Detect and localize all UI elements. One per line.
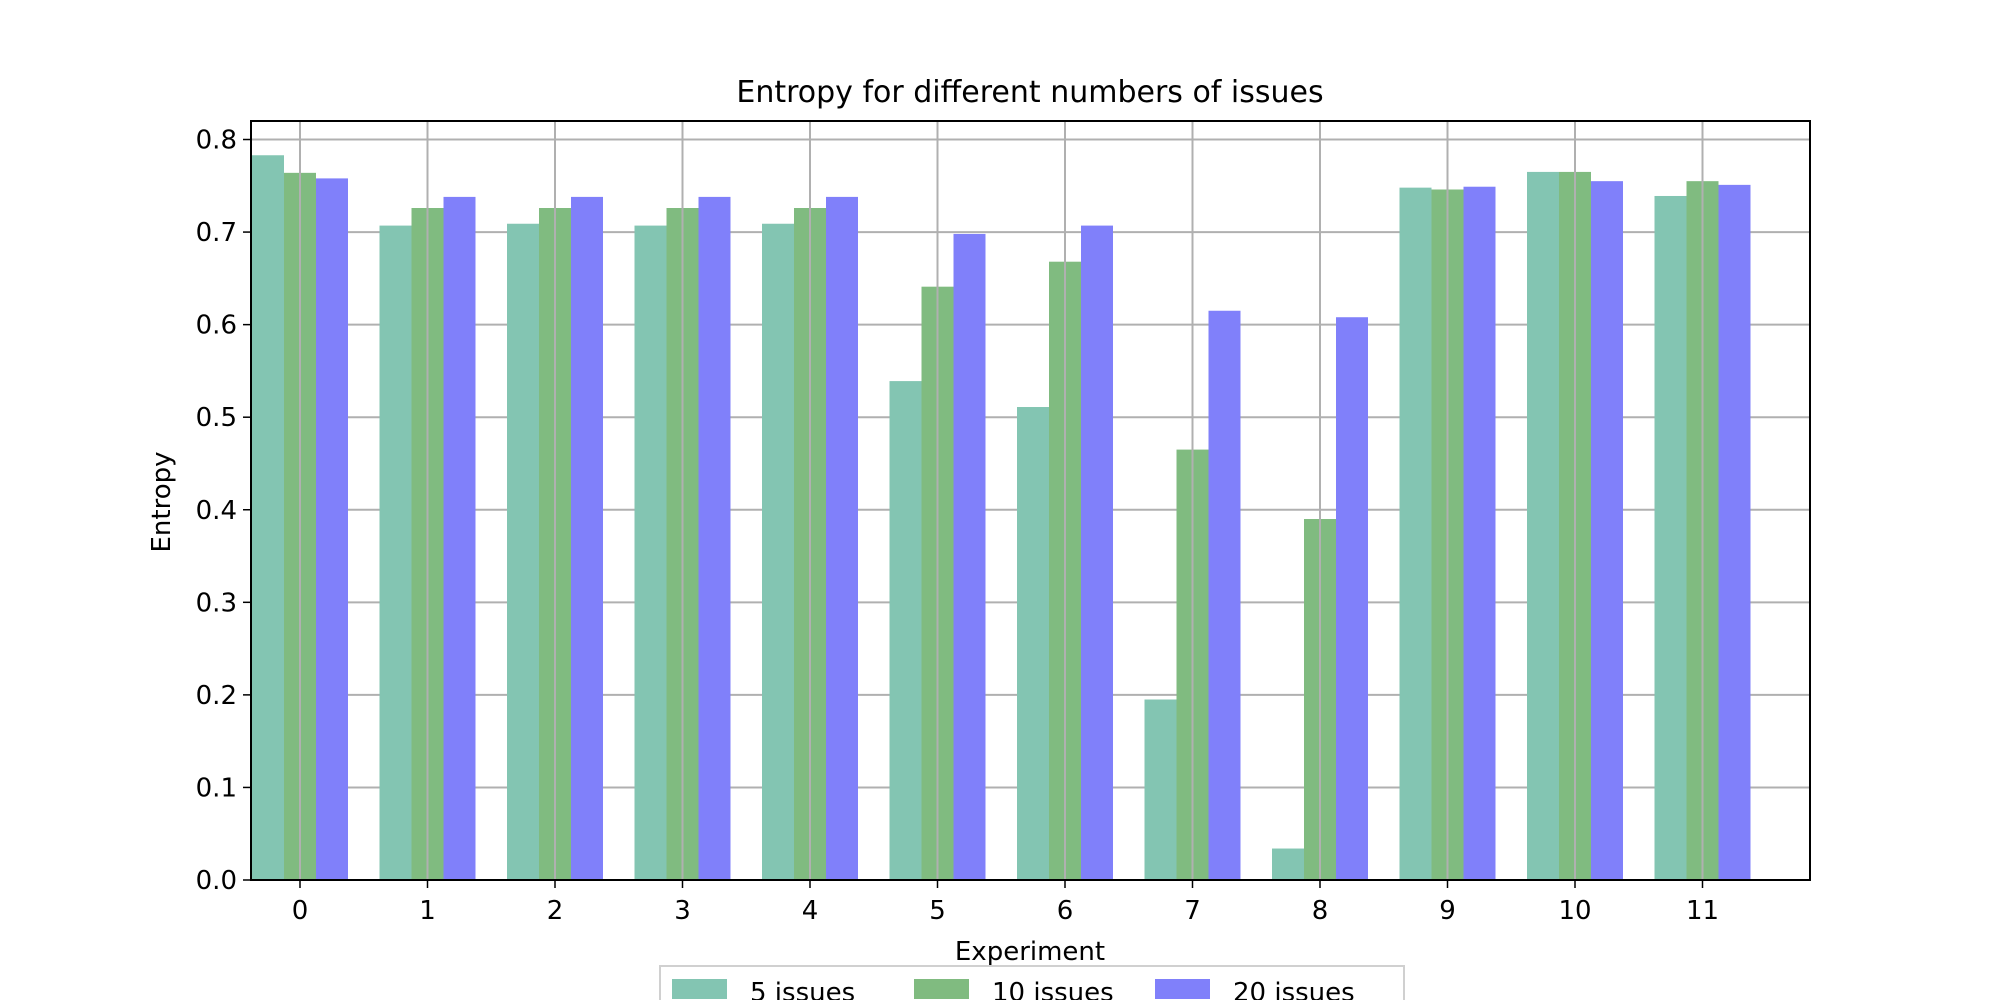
legend-label: 10 issues [992,978,1114,1000]
bar-20-issues-exp-1 [443,196,476,880]
x-tick-label: 0 [292,896,309,926]
legend-box [659,965,1405,1000]
bar-5-issues-exp-2 [507,223,539,880]
bar-5-issues-exp-7 [1144,699,1177,880]
legend: 5 issues 10 issues 20 issues [659,965,1405,1000]
chart-title: Entropy for different numbers of issues [736,75,1323,110]
x-tick-label: 6 [1057,896,1074,926]
y-tick-label: 0.7 [196,218,237,248]
bar-20-issues-exp-3 [698,196,731,880]
y-tick-label: 0.6 [196,311,237,341]
bar-20-issues-exp-10 [1591,181,1623,881]
bar-20-issues-exp-7 [1208,310,1241,880]
bar-5-issues-exp-0 [252,155,284,880]
y-tick-label: 0.0 [196,866,237,896]
bar-5-issues-exp-10 [1527,171,1559,880]
x-tick-label: 5 [929,896,946,926]
x-tick-label: 3 [674,896,691,926]
y-axis-label: Entropy [147,451,177,552]
bar-5-issues-exp-3 [634,225,667,881]
bar-20-issues-exp-6 [1081,225,1113,881]
legend-label: 5 issues [750,978,855,1000]
x-tick-label: 1 [419,896,436,926]
x-tick-label: 9 [1439,896,1456,926]
y-tick-label: 0.1 [196,773,237,803]
axes: 0.0 0.1 0.2 0.3 0.4 0.5 0.6 0.7 0.8 0 1 2 3 4 5 6 7 8 9 10 1… [196,120,1811,926]
bar-20-issues-exp-8 [1336,317,1368,881]
x-tick-label: 8 [1312,896,1329,926]
x-axis-label: Experiment [955,937,1105,967]
bar-5-issues-exp-8 [1272,848,1304,880]
bar-20-issues-exp-11 [1718,184,1751,881]
x-tick-label: 11 [1686,896,1719,926]
y-tick-label: 0.8 [196,126,237,156]
plot-frame [250,120,1811,881]
x-tick-label: 4 [802,896,819,926]
legend-swatch [914,979,969,999]
bar-20-issues-exp-2 [571,196,603,880]
bar-5-issues-exp-4 [762,223,794,880]
bar-5-issues-exp-11 [1654,195,1687,881]
x-tick-label: 7 [1184,896,1201,926]
y-tick-label: 0.4 [196,496,237,526]
y-tick-label: 0.2 [196,681,237,711]
bars [252,121,1751,881]
bar-5-issues-exp-5 [889,381,922,880]
bar-5-issues-exp-9 [1399,187,1432,880]
x-tick-label: 10 [1558,896,1591,926]
bar-5-issues-exp-1 [379,225,412,881]
x-tick-label: 2 [547,896,564,926]
legend-label: 20 issues [1233,978,1355,1000]
bar-20-issues-exp-5 [953,233,986,881]
bar-20-issues-exp-4 [826,196,858,880]
legend-swatch [672,979,727,999]
bar-5-issues-exp-6 [1017,407,1049,880]
y-tick-label: 0.5 [196,403,237,433]
legend-swatch [1155,979,1210,999]
bar-20-issues-exp-0 [316,178,348,880]
y-tick-label: 0.3 [196,588,237,618]
bar-20-issues-exp-9 [1463,186,1496,881]
